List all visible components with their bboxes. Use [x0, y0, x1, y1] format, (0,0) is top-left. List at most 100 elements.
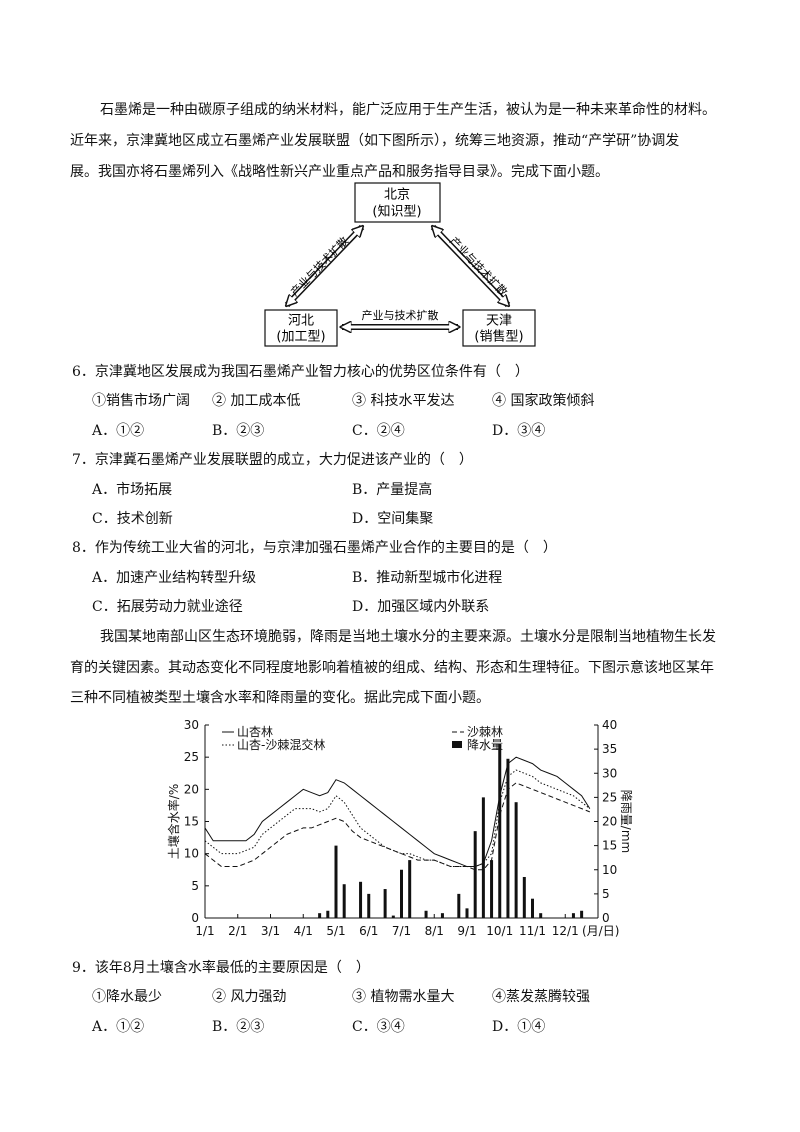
answer-option: B．②③: [212, 1019, 265, 1035]
y2-tick-label: 15: [602, 839, 617, 853]
y-tick-label: 0: [191, 911, 199, 925]
paragraph-line: 近年来，京津冀地区成立石墨烯产业发展联盟（如下图所示），统筹三地资源，推动“产学…: [70, 133, 680, 149]
bar: [506, 758, 510, 918]
bar: [440, 913, 444, 918]
y-tick-label: 15: [184, 815, 199, 829]
y2-tick-label: 20: [602, 815, 617, 829]
answer-option: B．②③: [212, 423, 265, 439]
x-tick-label: 9/1: [457, 924, 476, 938]
answer-option: B．推动新型城市化进程: [352, 570, 503, 586]
bar: [465, 908, 469, 918]
bar: [522, 876, 526, 918]
question-item: ①销售市场广阔: [92, 393, 190, 409]
answer-option: C．技术创新: [92, 511, 173, 527]
question-item: ③ 科技水平发达: [352, 393, 455, 409]
legend-label: 山杏林: [237, 725, 273, 739]
y2-tick-label: 0: [602, 911, 610, 925]
answer-option: C．拓展劳动力就业途径: [92, 599, 243, 615]
node-name: 天津: [486, 314, 512, 329]
bar: [481, 797, 485, 918]
bar: [342, 884, 346, 918]
y-tick-label: 10: [184, 847, 199, 861]
node-type: (加工型): [276, 330, 325, 345]
bar: [367, 893, 371, 918]
answer-option: D．加强区域内外联系: [352, 599, 490, 615]
edge-arrow: [433, 227, 508, 305]
x-tick-label: 12/1: [552, 924, 579, 938]
bar: [539, 913, 543, 918]
x-tick-label: 6/1: [359, 924, 378, 938]
y2-tick-label: 5: [602, 887, 610, 901]
legend-label: 山杏-沙棘混交林: [237, 737, 325, 752]
bar: [490, 860, 494, 918]
line-series: [204, 782, 590, 871]
bar: [571, 913, 575, 918]
bar: [334, 845, 338, 918]
bar: [531, 898, 534, 918]
paragraph-line: 三种不同植被类型土壤含水率和降雨量的变化。据此完成下面小题。: [70, 690, 490, 706]
bar: [498, 744, 502, 918]
answer-option: B．产量提高: [352, 482, 433, 498]
question-item: ② 加工成本低: [212, 393, 301, 409]
question-stem: 8．作为传统工业大省的河北，与京津加强石墨烯产业合作的主要目的是（ ）: [72, 540, 557, 556]
x-tick-label: 5/1: [326, 924, 345, 938]
node-box: [354, 182, 441, 223]
question-item: ④ 国家政策倾斜: [492, 393, 595, 409]
node-box: [264, 309, 338, 347]
node-name: 北京: [384, 188, 410, 203]
bar: [326, 910, 330, 918]
bar: [391, 915, 395, 918]
y2-tick-label: 10: [602, 863, 617, 877]
node-name: 河北: [288, 314, 314, 329]
answer-option: C．②④: [352, 423, 405, 439]
paragraph-line: 展。我国亦将石墨烯列入《战略性新兴产业重点产品和服务指导目录》。完成下面小题。: [70, 164, 609, 180]
diagram: 产业与技术扩散 产业与技术扩散 产业与技术扩散 北京 (知识型) 河北 (加工型…: [264, 182, 536, 347]
y-tick-label: 25: [184, 750, 199, 764]
y2-tick-label: 40: [602, 718, 617, 732]
y2-tick-label: 30: [602, 766, 617, 780]
chart: 0 5 10 15 20 25 30 0 5 10 15 20 25 30 35 40 1/1 2/1 3/1 4/1…: [166, 718, 633, 938]
x-tick-label: 1/1: [195, 924, 214, 938]
answer-option: A．加速产业结构转型升级: [92, 570, 257, 586]
answer-option: C．③④: [352, 1019, 405, 1035]
question-stem: 7．京津冀石墨烯产业发展联盟的成立，大力促进该产业的（ ）: [72, 452, 473, 468]
legend-label: 沙棘林: [467, 725, 503, 739]
bar: [424, 910, 428, 918]
y-tick-label: 30: [184, 718, 199, 732]
bar: [580, 910, 584, 918]
question-item: ①降水最少: [92, 989, 162, 1005]
answer-option: A．市场拓展: [92, 482, 173, 498]
bar: [473, 831, 477, 918]
y2-tick-label: 35: [602, 742, 617, 756]
bar: [400, 869, 403, 918]
bar: [457, 893, 461, 918]
bar: [514, 802, 518, 918]
bar: [383, 889, 387, 918]
x-tick-label: 11/1: [519, 924, 546, 938]
bar: [318, 913, 322, 918]
question-item: ③ 植物需水量大: [352, 989, 455, 1005]
y2-axis-label: 降雨量/mm: [619, 790, 633, 853]
line-series: [204, 769, 591, 868]
node-box: [462, 309, 536, 347]
edge-arrow: [287, 227, 362, 305]
x-tick-label: 8/1: [425, 924, 444, 938]
legend-label: 降水量: [467, 738, 503, 752]
x-axis-unit: (月/日): [582, 924, 619, 938]
x-tick-label: 2/1: [228, 924, 247, 938]
answer-option: A．①②: [92, 423, 145, 439]
question-item: ② 风力强劲: [212, 989, 287, 1005]
bar: [408, 860, 412, 918]
question-stem: 9．该年8月土壤含水率最低的主要原因是（ ）: [72, 960, 370, 976]
y-tick-label: 5: [191, 879, 199, 893]
y-axis-label: 土壤含水率/%: [166, 784, 181, 859]
line-series: [204, 756, 591, 868]
answer-option: D．③④: [492, 423, 546, 439]
x-tick-label: 10/1: [486, 924, 513, 938]
answer-option: A．①②: [92, 1019, 145, 1035]
paragraph-line: 育的关键因素。其动态变化不同程度地影响着植被的组成、结构、形态和生理特征。下图示…: [70, 660, 714, 676]
answer-option: D．①④: [492, 1019, 546, 1035]
edge-label: 产业与技术扩散: [362, 308, 439, 322]
legend-swatch: [452, 741, 462, 748]
